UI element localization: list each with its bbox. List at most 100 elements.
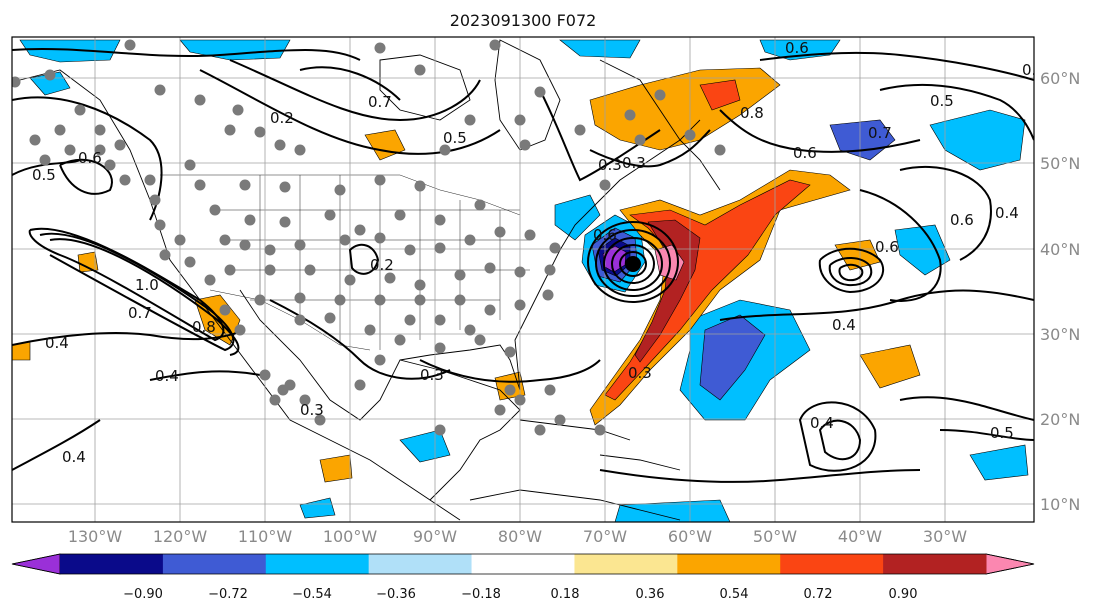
- contour-label: 0.5: [990, 424, 1014, 442]
- station-dot: [232, 104, 244, 116]
- contour-27: [719, 289, 1034, 321]
- station-dot: [354, 224, 366, 236]
- station-dot: [29, 134, 41, 146]
- station-dot: [224, 124, 236, 136]
- station-dot: [334, 294, 346, 306]
- station-dot: [94, 124, 106, 136]
- shade-pos-darkred-band: [634, 219, 701, 363]
- station-dot: [194, 94, 206, 106]
- station-dot: [194, 179, 206, 191]
- station-dot: [489, 39, 501, 51]
- contour-label: 0.4: [155, 367, 179, 385]
- station-dot: [244, 214, 256, 226]
- station-dot: [514, 114, 526, 126]
- station-dot: [654, 89, 666, 101]
- station-dot: [339, 234, 351, 246]
- station-dot: [544, 264, 556, 276]
- station-dot: [544, 384, 556, 396]
- station-dot: [209, 204, 221, 216]
- station-dot: [294, 292, 306, 304]
- contour-21: [879, 83, 1034, 141]
- station-dot: [324, 312, 336, 324]
- lon-label-60w: 60°W: [668, 527, 712, 546]
- station-dot: [314, 414, 326, 426]
- station-dot: [254, 126, 266, 138]
- station-dot: [39, 154, 51, 166]
- colorbar-tick-label: 0.18: [551, 587, 580, 602]
- contour-h3: [603, 237, 664, 291]
- station-dot: [239, 179, 251, 191]
- contour-label: 0.3: [300, 401, 324, 419]
- contour-label: 0.5: [930, 92, 954, 110]
- station-dot: [259, 369, 271, 381]
- station-dot: [154, 84, 166, 96]
- station-dot: [464, 114, 476, 126]
- colorbar: [11, 553, 1035, 575]
- station-dot: [204, 274, 216, 286]
- contour-label: 0.3: [622, 154, 646, 172]
- map-title: 2023091300 F072: [450, 11, 597, 30]
- station-dot: [104, 159, 116, 171]
- station-dot: [394, 209, 406, 221]
- contour-24: [818, 247, 885, 294]
- contour-label: 0.2: [370, 256, 394, 274]
- shade-pos-red-north: [699, 79, 741, 111]
- station-dot: [144, 174, 156, 186]
- coast-labrador: [599, 59, 721, 191]
- station-dot: [269, 394, 281, 406]
- lon-label-90w: 90°W: [413, 527, 457, 546]
- contour-label: 0.4: [45, 334, 69, 352]
- station-dot: [599, 179, 611, 191]
- contour-28: [818, 419, 862, 461]
- station-dot: [334, 184, 346, 196]
- lon-label-40w: 40°W: [838, 527, 882, 546]
- station-dot: [294, 144, 306, 156]
- coast-gulf-florida: [399, 119, 701, 391]
- station-dot: [394, 334, 406, 346]
- colorbar-segment: [574, 554, 678, 574]
- station-dot: [159, 249, 171, 261]
- coastlines: [19, 39, 721, 521]
- contour-h5: [619, 251, 648, 277]
- shade-neg-cyan-n2: [559, 39, 641, 59]
- station-dot: [344, 274, 356, 286]
- station-dot: [474, 334, 486, 346]
- contour-18: [589, 129, 711, 168]
- station-dot: [274, 139, 286, 151]
- station-dot: [354, 379, 366, 391]
- station-dot: [149, 194, 161, 206]
- station-dot: [74, 104, 86, 116]
- contour-label: 0.3: [628, 364, 652, 382]
- station-dot: [494, 404, 506, 416]
- lon-label-100w: 100°W: [323, 527, 378, 546]
- contour-08: [12, 329, 246, 346]
- latitude-labels: 60°N 50°N 40°N 30°N 20°N 10°N: [1040, 69, 1080, 514]
- coast-caribbean: [519, 419, 681, 471]
- contour-label: 0.4: [832, 316, 856, 334]
- contour-label: 0.7: [868, 124, 892, 142]
- contour-03: [59, 158, 113, 195]
- colorbar-tick-label: −0.90: [123, 587, 163, 602]
- shade-pos-orange-pac: [319, 454, 353, 483]
- contour-label: 0.6: [875, 238, 899, 256]
- lon-label-110w: 110°W: [238, 527, 293, 546]
- contour-14: [348, 243, 380, 275]
- station-dot: [374, 294, 386, 306]
- station-dot: [504, 384, 516, 396]
- contour-label: 0.5: [32, 166, 56, 184]
- lon-label-120w: 120°W: [153, 527, 208, 546]
- station-dot: [634, 134, 646, 146]
- contour-lines: [12, 47, 1034, 483]
- lat-label-40n: 40°N: [1040, 240, 1080, 259]
- station-dot: [574, 124, 586, 136]
- contour-label: 0.5: [443, 129, 467, 147]
- station-dot: [714, 144, 726, 156]
- contour-label: 0.6: [793, 144, 817, 162]
- shade-neg-cyan-ec: [554, 194, 601, 241]
- station-dot: [279, 181, 291, 193]
- station-dot: [234, 324, 246, 336]
- station-dot: [514, 266, 526, 278]
- station-dot: [224, 264, 236, 276]
- contour-label: 0.4: [810, 414, 834, 432]
- contour-19: [719, 109, 921, 153]
